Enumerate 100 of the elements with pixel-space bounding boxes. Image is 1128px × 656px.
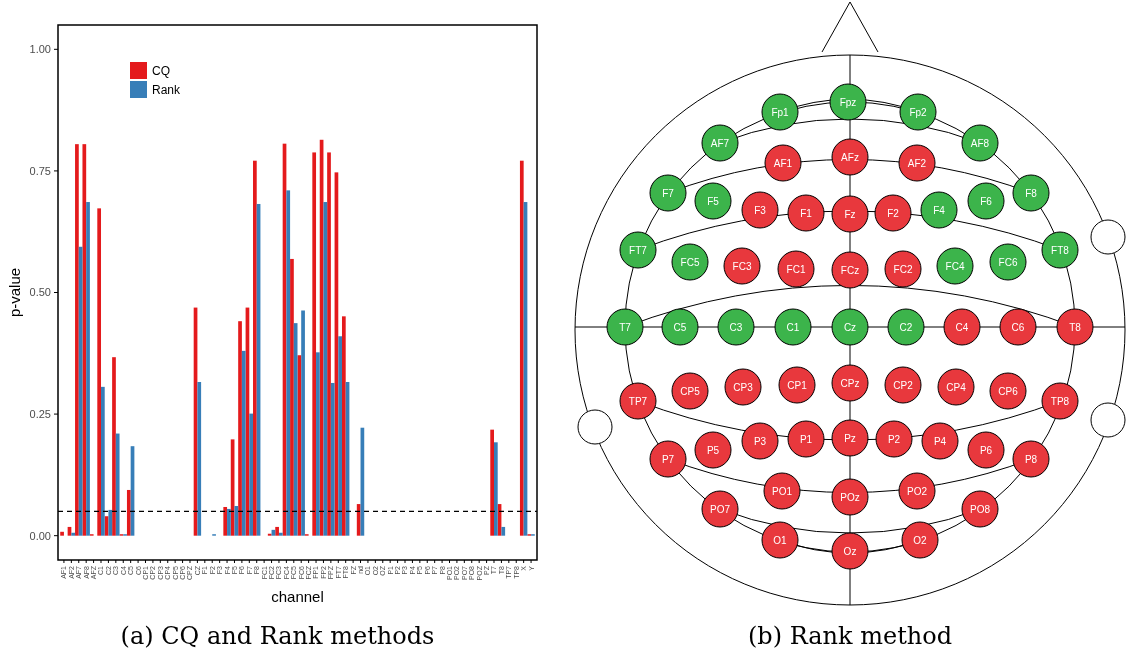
category-label: FT7 (629, 244, 648, 256)
bar (97, 208, 102, 536)
category-label: FC4 (945, 260, 965, 272)
bar (323, 202, 328, 536)
category-label: CP4 (946, 381, 967, 393)
category-label: Fp2 (909, 106, 928, 118)
bar (330, 382, 335, 536)
category-label: F8 (1025, 187, 1038, 199)
category-label: CP2 (893, 379, 914, 391)
bar (82, 144, 87, 536)
bar (71, 532, 76, 536)
bar (356, 504, 361, 536)
bar (86, 202, 90, 536)
category-label: CPz (840, 377, 860, 389)
y-tick-label: 0.25 (29, 407, 51, 420)
bar (316, 352, 320, 536)
category-label: F2 (887, 207, 900, 219)
category-label: P5 (706, 444, 720, 456)
bar (241, 350, 246, 536)
text: (a) CQ and Rank methods (120, 622, 435, 650)
bar (238, 321, 242, 536)
category-label: T8 (1069, 321, 1082, 333)
bar (60, 531, 64, 536)
category-label: AF1 (773, 157, 793, 169)
bar (490, 429, 494, 536)
category-label: P8 (1024, 453, 1038, 465)
category-label: P4 (933, 435, 947, 447)
category-label: O1 (773, 534, 788, 546)
bar (293, 323, 298, 536)
category-label: P3 (753, 435, 767, 447)
category-label: Oz (843, 545, 857, 557)
bar (108, 509, 113, 536)
category-label: C1 (786, 321, 800, 333)
category-label: FC1 (786, 263, 806, 275)
category-label: FC2 (893, 263, 913, 275)
bar (286, 190, 291, 536)
y-tick-label: 0.75 (29, 164, 51, 177)
category-label: FCz (840, 264, 860, 276)
category-label: C5 (673, 321, 687, 333)
category-label: PO1 (771, 485, 793, 497)
bar (301, 310, 305, 536)
category-label: Fpz (839, 96, 857, 108)
bar (112, 357, 116, 536)
y-axis-title: p-value (6, 267, 23, 318)
category-label: T7 (619, 321, 632, 333)
category-label: C2 (899, 321, 913, 333)
bar (249, 413, 254, 536)
bar (234, 506, 239, 536)
category-label: FT8 (1051, 244, 1070, 256)
category-label: F7 (662, 187, 675, 199)
y-tick-label: 0.50 (29, 286, 51, 299)
category-label: CP5 (680, 385, 701, 397)
bar (519, 160, 524, 536)
y-tick-label: 0.00 (29, 529, 51, 542)
bar (275, 526, 279, 536)
category-label: C3 (729, 321, 743, 333)
category-label: FC5 (680, 256, 700, 268)
category-label: C6 (1011, 321, 1025, 333)
category-label: POz (840, 491, 860, 503)
category-label: AF8 (970, 137, 990, 149)
category-label: TP7 (628, 395, 648, 407)
bar (278, 532, 283, 536)
category-label: FC3 (732, 260, 752, 272)
category-label: FC6 (998, 256, 1018, 268)
y-tick-label: 1.00 (29, 43, 51, 56)
bar (501, 526, 506, 536)
bar (227, 508, 231, 536)
category-label: CP1 (787, 379, 808, 391)
category-label: AFz (841, 151, 859, 163)
x-axis-title: channel (271, 588, 324, 605)
category-label: P2 (887, 433, 901, 445)
category-label: C4 (955, 321, 969, 333)
category-label: CP6 (998, 385, 1019, 397)
legend-label: Rank (152, 83, 182, 98)
category-label: Fz (844, 208, 856, 220)
category-label: P1 (799, 433, 813, 445)
category-label: O2 (913, 534, 928, 546)
bar (290, 258, 294, 536)
bar (223, 506, 228, 536)
bar (341, 316, 346, 536)
category-label: PO8 (969, 503, 991, 515)
category-label: AF7 (710, 137, 730, 149)
bar (327, 152, 331, 536)
bar (197, 381, 202, 536)
category-label: F5 (707, 195, 720, 207)
bar (101, 386, 105, 536)
category-label: AF2 (907, 157, 927, 169)
category-label: P6 (979, 444, 993, 456)
category-label: F6 (980, 195, 993, 207)
bar (253, 160, 257, 536)
category-label: F1 (800, 207, 813, 219)
category-label: Pz (844, 432, 856, 444)
category-label: TP8 (1050, 395, 1070, 407)
bar (75, 144, 79, 536)
bar (493, 442, 498, 536)
category-label: P7 (661, 453, 675, 465)
category-label: Fp1 (771, 106, 790, 118)
category-label: PO7 (709, 503, 731, 515)
bar (312, 152, 317, 536)
category-label: Cz (843, 321, 857, 333)
